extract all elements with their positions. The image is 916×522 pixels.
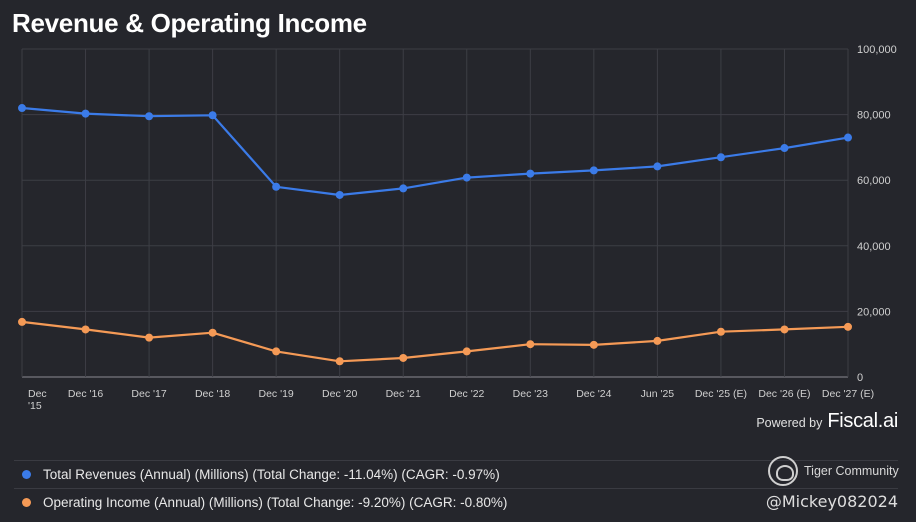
x-tick-label: Dec '17 [131,388,166,400]
data-point-0-4 [272,182,281,191]
series-line-0 [21,106,849,197]
data-point-1-4 [272,347,281,356]
data-point-1-9 [589,340,598,349]
data-point-1-7 [462,347,471,356]
y-tick-label: 40,000 [857,241,891,253]
data-point-1-13 [844,322,852,331]
data-point-0-10 [653,162,662,171]
data-point-0-11 [716,153,725,162]
chart-title: Revenue & Operating Income [12,8,367,38]
author-handle: @Mickey082024 [765,492,898,511]
tiger-community-watermark: Tiger Community [768,456,899,486]
x-tick-label: Dec '25 (E) [695,388,747,400]
data-point-1-8 [526,340,535,349]
legend-dot-icon [22,470,31,479]
data-point-0-9 [589,166,598,175]
legend-item-operating-income[interactable]: Operating Income (Annual) (Millions) (To… [14,488,898,516]
x-tick-label: Dec '18 [195,388,230,400]
series-points [18,104,852,366]
y-tick-label: 20,000 [857,306,891,318]
y-tick-label: 100,000 [857,44,897,56]
legend-dot-icon [22,498,31,507]
y-tick-label: 80,000 [857,110,891,122]
y-tick-label: 60,000 [857,175,891,187]
legend-label: Total Revenues (Annual) (Millions) (Tota… [43,467,500,482]
powered-by-label: Powered by [756,416,823,430]
data-point-0-3 [208,111,217,120]
data-point-0-6 [399,184,408,193]
x-tick-label: Dec '23 [513,388,548,400]
legend-item-revenue[interactable]: Total Revenues (Annual) (Millions) (Tota… [14,460,898,488]
grid-lines [21,48,849,378]
data-point-1-10 [653,336,662,345]
data-point-1-0 [18,317,26,326]
x-tick-label: Dec '15 [28,388,47,412]
data-point-1-3 [208,328,217,337]
x-tick-label: Dec '27 (E) [822,388,874,400]
data-point-0-7 [462,173,471,182]
x-axis-ticks: Dec '15 Dec '16 Dec '17 Dec '18 Dec '19 Dec '2… [28,388,874,412]
y-tick-label: 0 [857,372,863,384]
community-label: Tiger Community [804,464,899,478]
data-point-1-5 [335,357,344,366]
data-point-1-6 [399,353,408,362]
data-point-1-11 [716,327,725,336]
x-tick-label: Dec '19 [259,388,294,400]
data-point-0-5 [335,190,344,199]
data-point-0-8 [526,169,535,178]
data-point-0-1 [81,109,90,118]
data-point-0-13 [844,133,852,142]
data-point-1-12 [780,325,789,334]
x-tick-label: Dec '21 [386,388,421,400]
tiger-logo-icon [768,456,798,486]
data-point-0-0 [18,104,26,113]
fiscal-ai-logo: Fiscal.ai [827,410,898,432]
data-point-1-2 [145,333,154,342]
data-point-1-1 [81,325,90,334]
data-point-0-2 [145,112,154,121]
legend-label: Operating Income (Annual) (Millions) (To… [43,495,508,510]
x-tick-label: Dec '20 [322,388,357,400]
x-tick-label: Dec '22 [449,388,484,400]
powered-by[interactable]: Powered by Fiscal.ai [756,410,898,433]
x-tick-label: Dec '26 (E) [758,388,810,400]
x-tick-label: Jun '25 [641,388,675,400]
data-point-0-12 [780,144,789,153]
y-axis-ticks: 0 20,000 40,000 60,000 80,000 100,000 [857,44,897,384]
x-tick-label: Dec '16 [68,388,103,400]
x-tick-label: Dec '24 [576,388,611,400]
series-line-1 [21,320,849,363]
series-lines [21,106,849,363]
